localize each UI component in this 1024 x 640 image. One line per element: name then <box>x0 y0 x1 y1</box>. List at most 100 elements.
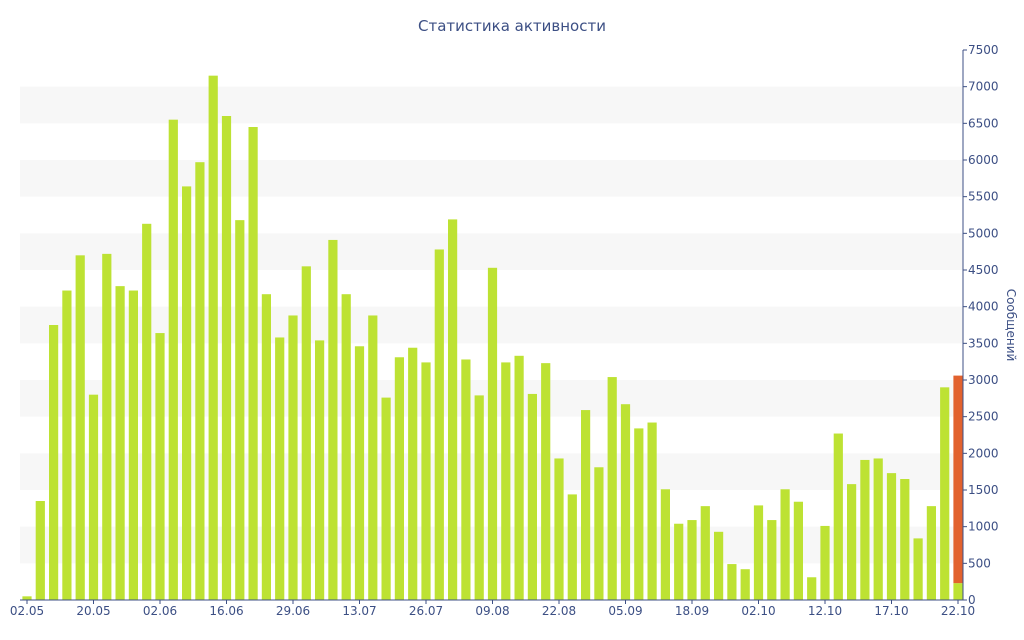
y-tick-label: 1000 <box>968 520 999 534</box>
bar <box>155 333 165 600</box>
bar <box>288 315 298 600</box>
y-tick-label: 6500 <box>968 116 999 130</box>
bar <box>913 538 923 600</box>
bar <box>301 266 311 600</box>
bar <box>474 395 484 600</box>
bar <box>195 162 205 600</box>
bar <box>102 253 112 600</box>
y-tick-label: 500 <box>968 556 991 570</box>
bar <box>674 523 684 600</box>
bar <box>208 75 218 600</box>
bar <box>886 473 897 600</box>
bar <box>248 127 258 600</box>
bar <box>833 433 843 600</box>
bar <box>926 506 936 600</box>
bar <box>714 531 724 600</box>
bar <box>408 347 418 600</box>
x-tick-label: 02.10 <box>741 604 775 618</box>
grid-band <box>20 233 963 270</box>
bar <box>275 337 285 600</box>
bar <box>953 583 963 600</box>
bar <box>368 315 378 600</box>
bar <box>860 459 870 600</box>
bar <box>487 267 498 600</box>
bar <box>128 290 138 600</box>
bar <box>820 525 830 600</box>
bar <box>753 505 764 600</box>
bar <box>501 362 511 600</box>
y-tick-label: 5500 <box>968 190 999 204</box>
grid-band <box>20 160 963 197</box>
x-tick-label: 22.10 <box>941 604 975 618</box>
y-tick-label: 7500 <box>968 43 999 57</box>
bar <box>687 520 697 600</box>
bar <box>235 220 245 600</box>
y-tick-label: 4500 <box>968 263 999 277</box>
y-tick-label: 1500 <box>968 483 999 497</box>
bar <box>328 239 338 600</box>
bar <box>873 458 883 600</box>
bar <box>847 484 857 600</box>
y-tick-label: 2500 <box>968 410 999 424</box>
bar <box>168 119 178 601</box>
y-tick-label: 6000 <box>968 153 999 167</box>
y-tick-label: 7000 <box>968 80 999 94</box>
x-tick-label: 20.05 <box>76 604 110 618</box>
grid-band <box>20 86 963 124</box>
chart-title: Статистика активности <box>418 17 606 35</box>
y-tick-label: 3000 <box>968 373 999 387</box>
bar <box>620 404 631 600</box>
x-tick-label: 29.06 <box>276 604 310 618</box>
bar <box>315 340 325 600</box>
bar <box>448 219 458 600</box>
bar <box>780 489 790 600</box>
x-tick-label: 17.10 <box>874 604 908 618</box>
y-tick-label: 2000 <box>968 446 999 460</box>
bar <box>62 290 72 600</box>
bar <box>900 479 910 600</box>
bar <box>567 494 577 600</box>
bar <box>594 467 604 600</box>
bar <box>634 428 644 600</box>
bar <box>354 346 365 600</box>
y-tick-label: 4000 <box>968 300 999 314</box>
bar <box>807 577 817 600</box>
bar <box>49 325 59 600</box>
y-axis-title: Сообщений <box>1004 289 1018 362</box>
x-tick-label: 16.06 <box>209 604 243 618</box>
x-tick-label: 09.08 <box>475 604 509 618</box>
bar <box>554 458 564 600</box>
x-tick-label: 22.08 <box>542 604 576 618</box>
bar <box>394 357 404 600</box>
x-tick-label: 02.06 <box>143 604 177 618</box>
bar <box>660 489 670 600</box>
bar <box>22 596 32 600</box>
bar <box>940 387 950 600</box>
bar <box>607 377 617 600</box>
bar <box>381 397 391 600</box>
bar <box>115 286 125 600</box>
bar <box>341 294 351 600</box>
x-tick-label: 02.05 <box>10 604 44 618</box>
x-tick-label: 12.10 <box>808 604 842 618</box>
x-axis: 02.05 20.05 02.06 16.06 29.06 13.07 26.07 09.08… <box>10 599 975 618</box>
y-tick-label: 5000 <box>968 226 999 240</box>
bar <box>461 359 471 600</box>
bar <box>35 501 45 600</box>
bar <box>541 363 551 600</box>
bars <box>22 75 963 601</box>
bar <box>421 362 431 600</box>
bar <box>221 116 232 600</box>
x-tick-label: 18.09 <box>675 604 709 618</box>
y-axis: 0 500 1000 1500 2000 2500 3000 3500 4000 4500 5000… <box>962 43 999 607</box>
bar <box>182 186 192 600</box>
bar <box>88 394 99 600</box>
bar <box>647 422 657 600</box>
bar-highlight <box>953 375 963 584</box>
x-tick-label: 26.07 <box>409 604 443 618</box>
bar <box>727 564 737 600</box>
bar <box>527 393 537 600</box>
x-tick-label: 05.09 <box>608 604 642 618</box>
bar <box>700 506 710 600</box>
